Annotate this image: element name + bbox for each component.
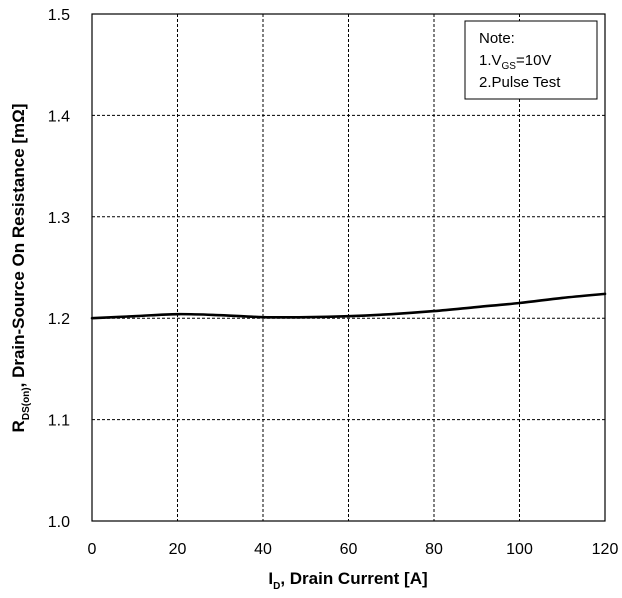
y-axis-title: RDS(on), Drain-Source On Resistance [mΩ] xyxy=(9,104,32,433)
x-axis-title-sub: D xyxy=(273,581,280,592)
y-axis-title-sub: DS(on) xyxy=(21,387,32,420)
note-box-frame xyxy=(464,20,598,100)
x-tick-label: 60 xyxy=(340,541,358,558)
note-title: Note: xyxy=(479,30,515,47)
note-vgs-main: 1.V xyxy=(479,52,502,69)
x-tick-label: 0 xyxy=(88,541,97,558)
y-axis-title-rest: , Drain-Source On Resistance [mΩ] xyxy=(9,104,28,388)
note-box: Note: 1.VGS=10V 2.Pulse Test xyxy=(464,20,598,100)
note-vgs-sub: GS xyxy=(502,61,517,72)
y-tick-label: 1.0 xyxy=(48,514,70,531)
x-axis-title: ID, Drain Current [A] xyxy=(268,569,427,592)
x-axis-title-main: I xyxy=(268,569,273,588)
note-line-vgs: 1.VGS=10V xyxy=(479,52,551,72)
tick-labels: 0 20 40 60 80 100 120 1.0 1.1 1.2 1.3 1.4 1.5 xyxy=(48,7,619,558)
plot-frame xyxy=(91,13,606,522)
x-tick-label: 80 xyxy=(425,541,443,558)
x-tick-label: 20 xyxy=(169,541,187,558)
y-tick-label: 1.3 xyxy=(48,210,70,227)
x-axis-title-rest: , Drain Current [A] xyxy=(280,569,427,588)
data-layer xyxy=(90,292,607,320)
note-line-pulse: 2.Pulse Test xyxy=(479,74,561,91)
x-tick-label: 40 xyxy=(254,541,272,558)
x-tick-label: 100 xyxy=(506,541,533,558)
x-tick-label: 120 xyxy=(592,541,619,558)
note-vgs-rest: =10V xyxy=(516,52,551,69)
y-tick-label: 1.4 xyxy=(48,108,70,125)
y-axis-title-main: R xyxy=(9,420,28,432)
grid-lines xyxy=(92,14,605,521)
y-tick-label: 1.2 xyxy=(48,311,70,328)
rds-on-curve xyxy=(90,292,607,320)
y-tick-label: 1.5 xyxy=(48,7,70,24)
y-tick-label: 1.1 xyxy=(48,413,70,430)
